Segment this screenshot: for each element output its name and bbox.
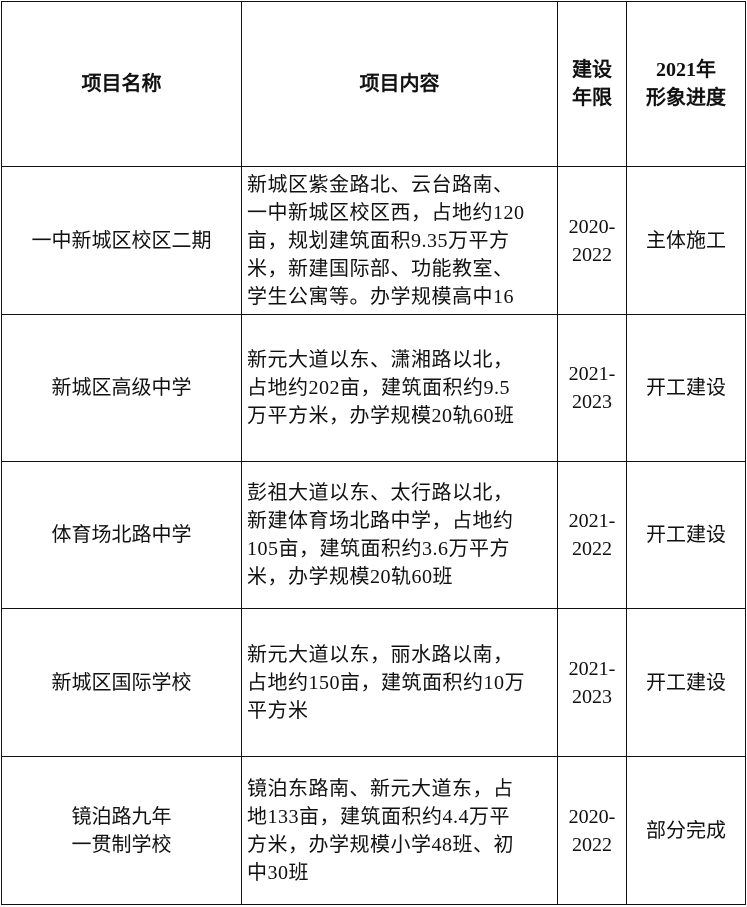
- table-row: 新城区国际学校 新元大道以东，丽水路以南， 占地约150亩，建筑面积约10万 平…: [1, 608, 746, 757]
- project-content: 新元大道以东、潇湘路以北， 占地约202亩，建筑面积约9.5 万平方米，办学规模…: [241, 314, 558, 462]
- project-content: 新元大道以东，丽水路以南， 占地约150亩，建筑面积约10万 平方米: [241, 608, 558, 757]
- project-name: 镜泊路九年 一贯制学校: [1, 756, 242, 905]
- project-progress: 开工建设: [626, 314, 746, 462]
- project-years: 2021- 2023: [557, 608, 627, 757]
- project-content: 镜泊东路南、新元大道东，占 地133亩，建筑面积约4.4万平 方米，办学规模小学…: [241, 756, 558, 905]
- project-years: 2020- 2022: [557, 756, 627, 905]
- header-row: 项目名称 项目内容 建设 年限 2021年 形象进度: [1, 1, 746, 167]
- header-progress-2021: 2021年 形象进度: [626, 1, 746, 167]
- project-content: 新城区紫金路北、云台路南、 一中新城区校区西，占地约120 亩，规划建筑面积9.…: [241, 166, 558, 315]
- project-name: 新城区国际学校: [1, 608, 242, 757]
- table-row: 新城区高级中学 新元大道以东、潇湘路以北， 占地约202亩，建筑面积约9.5 万…: [1, 314, 746, 462]
- project-content: 彭祖大道以东、太行路以北， 新建体育场北路中学，占地约 105亩，建筑面积约3.…: [241, 461, 558, 609]
- project-years: 2021- 2022: [557, 461, 627, 609]
- table-row: 一中新城区校区二期 新城区紫金路北、云台路南、 一中新城区校区西，占地约120 …: [1, 166, 746, 315]
- table-row: 体育场北路中学 彭祖大道以东、太行路以北， 新建体育场北路中学，占地约 105亩…: [1, 461, 746, 609]
- project-name: 一中新城区校区二期: [1, 166, 242, 315]
- project-progress: 部分完成: [626, 756, 746, 905]
- project-years: 2021- 2023: [557, 314, 627, 462]
- table-row: 镜泊路九年 一贯制学校 镜泊东路南、新元大道东，占 地133亩，建筑面积约4.4…: [1, 756, 746, 905]
- project-progress: 主体施工: [626, 166, 746, 315]
- project-progress: 开工建设: [626, 461, 746, 609]
- project-name: 新城区高级中学: [1, 314, 242, 462]
- header-project-content: 项目内容: [241, 1, 558, 167]
- project-name: 体育场北路中学: [1, 461, 242, 609]
- project-progress: 开工建设: [626, 608, 746, 757]
- header-project-name: 项目名称: [1, 1, 242, 167]
- header-construction-period: 建设 年限: [557, 1, 627, 167]
- project-years: 2020- 2022: [557, 166, 627, 315]
